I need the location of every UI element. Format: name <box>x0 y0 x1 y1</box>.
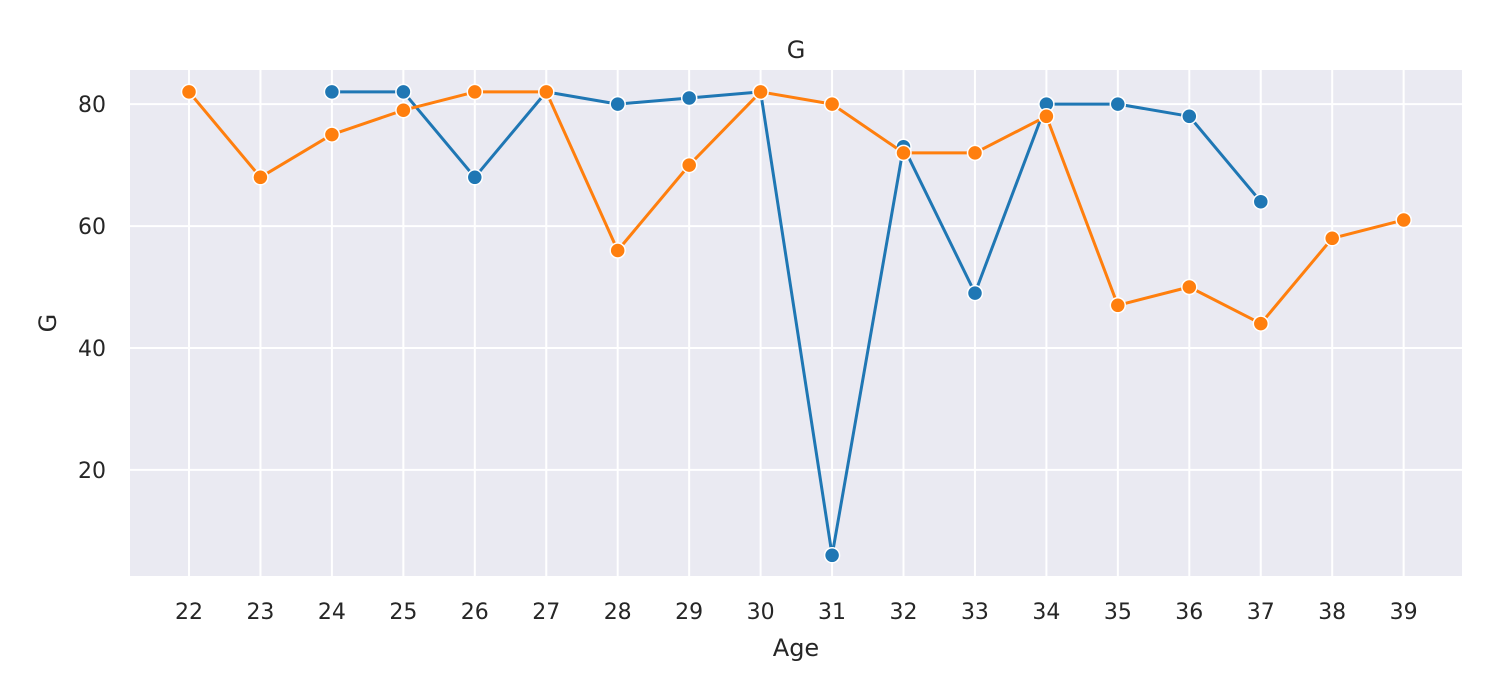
data-point <box>609 242 626 259</box>
data-point <box>180 83 198 101</box>
data-point <box>966 284 984 302</box>
data-point <box>895 144 912 162</box>
series-layer <box>180 83 1412 564</box>
chart-title: G <box>787 36 806 64</box>
x-tick-label: 34 <box>1032 600 1060 625</box>
data-point <box>1181 278 1198 296</box>
data-point <box>680 156 698 174</box>
data-point <box>395 101 412 119</box>
data-point <box>1252 193 1270 210</box>
data-point <box>466 169 484 186</box>
x-tick-label: 36 <box>1175 600 1203 625</box>
x-tick-label: 29 <box>675 600 703 625</box>
x-tick-label: 39 <box>1390 600 1418 625</box>
x-tick-label: 27 <box>532 600 560 625</box>
data-point <box>323 126 341 143</box>
x-axis-label: Age <box>773 634 819 662</box>
x-tick-label: 24 <box>318 600 346 625</box>
data-point <box>538 83 555 101</box>
y-tick-label: 80 <box>78 93 106 118</box>
x-gridlines <box>188 70 1405 576</box>
x-tick-label: 28 <box>604 600 632 625</box>
y-gridlines <box>130 103 1462 471</box>
data-point <box>323 83 341 101</box>
data-point <box>1252 315 1270 332</box>
x-tick-label: 37 <box>1247 600 1275 625</box>
y-tick-label: 40 <box>78 337 106 362</box>
y-axis-label: G <box>34 314 62 333</box>
data-point <box>395 83 412 101</box>
data-point <box>1395 211 1412 229</box>
data-point <box>1109 297 1127 314</box>
y-tick-label: 60 <box>78 215 106 240</box>
data-point <box>609 95 626 113</box>
data-point <box>680 89 698 107</box>
x-tick-label: 35 <box>1104 600 1132 625</box>
x-tick-label: 23 <box>246 600 274 625</box>
series-2 <box>180 83 1412 332</box>
x-tick-label: 32 <box>890 600 918 625</box>
data-point <box>1038 108 1055 125</box>
y-tick-labels: 20 40 60 80 <box>78 93 106 484</box>
series-line <box>331 90 1262 557</box>
series-line <box>187 90 1405 326</box>
data-point <box>1323 230 1341 247</box>
data-point <box>466 83 484 101</box>
data-point <box>1109 95 1127 113</box>
data-point <box>823 95 841 113</box>
x-tick-label: 26 <box>461 600 489 625</box>
x-tick-label: 30 <box>747 600 775 625</box>
x-tick-label: 38 <box>1318 600 1346 625</box>
data-point <box>1181 108 1198 125</box>
data-point <box>252 169 269 186</box>
x-tick-label: 25 <box>389 600 417 625</box>
x-tick-label: 22 <box>175 600 203 625</box>
data-point <box>752 83 769 101</box>
x-tick-label: 31 <box>818 600 846 625</box>
x-tick-labels: 22 23 24 25 26 27 28 29 30 31 32 33 34 35 36 37 38 39 <box>175 600 1418 625</box>
data-point <box>823 547 841 564</box>
y-tick-label: 20 <box>78 459 106 484</box>
data-point <box>966 144 984 162</box>
x-tick-label: 33 <box>961 600 989 625</box>
